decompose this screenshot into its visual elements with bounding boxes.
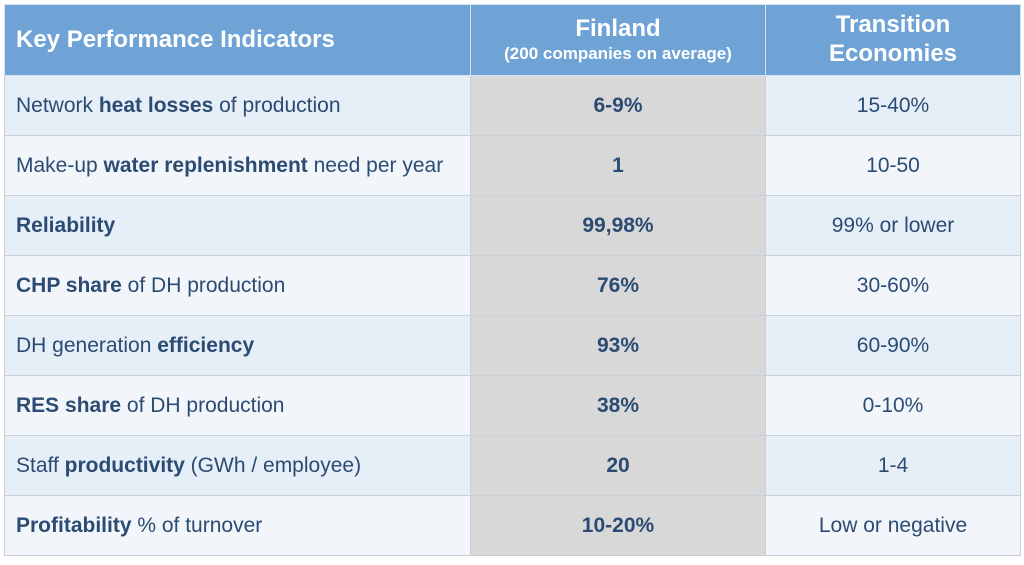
kpi-label-bold: heat losses (98, 93, 214, 117)
table-row: CHP share of DH production 76% 30-60% (4, 255, 1021, 316)
kpi-label-bold: efficiency (157, 333, 255, 357)
table-row: Profitability % of turnover 10-20% Low or … (4, 495, 1021, 556)
kpi-label-cell: Staff productivity (GWh / employee) (4, 435, 471, 496)
kpi-label-pre: Staff (16, 453, 65, 477)
kpi-label-cell: DH generation efficiency (4, 315, 471, 376)
kpi-label-post: (GWh / employee) (184, 453, 362, 477)
kpi-label-post: of production (213, 93, 341, 117)
header-transition: Transition Economies (765, 4, 1021, 76)
header-row: Key Performance Indicators Finland (200 … (4, 4, 1021, 76)
table-row: DH generation efficiency 93% 60-90% (4, 315, 1021, 376)
kpi-label-cell: CHP share of DH production (4, 255, 471, 316)
header-transition-line2: Economies (828, 40, 958, 67)
table-body: Network heat losses of production 6-9% 15-… (4, 75, 1021, 556)
kpi-label-pre: Make-up (16, 153, 104, 177)
finland-value: 6-9% (470, 75, 766, 136)
transition-value: 60-90% (765, 315, 1021, 376)
finland-value: 10-20% (470, 495, 766, 556)
transition-value: 99% or lower (765, 195, 1021, 256)
kpi-label-pre: DH generation (16, 333, 158, 357)
kpi-label-bold: Profitability (16, 513, 132, 537)
finland-value: 93% (470, 315, 766, 376)
transition-value: Low or negative (765, 495, 1021, 556)
table-row: Make-up water replenishment need per yea… (4, 135, 1021, 196)
transition-value: 10-50 (765, 135, 1021, 196)
kpi-label-bold: CHP share (16, 273, 122, 297)
kpi-label-post: % of turnover (131, 513, 263, 537)
table-row: Reliability 99,98% 99% or lower (4, 195, 1021, 256)
finland-value: 76% (470, 255, 766, 316)
table-row: Network heat losses of production 6-9% 15-… (4, 75, 1021, 136)
kpi-label-cell: Profitability % of turnover (4, 495, 471, 556)
kpi-label-cell: Reliability (4, 195, 471, 256)
header-kpi: Key Performance Indicators (4, 4, 471, 76)
kpi-label-bold: Reliability (16, 213, 116, 237)
kpi-label-bold: water replenishment (103, 153, 308, 177)
header-finland-title: Finland (575, 15, 661, 43)
kpi-label-post: of DH production (121, 393, 285, 417)
kpi-label-post: of DH production (121, 273, 286, 297)
kpi-label-cell: Network heat losses of production (4, 75, 471, 136)
kpi-label-pre: Network (16, 93, 99, 117)
kpi-label-post: need per year (307, 153, 444, 177)
header-finland: Finland (200 companies on average) (470, 4, 766, 76)
header-finland-subtitle: (200 companies on average) (504, 44, 732, 64)
finland-value: 1 (470, 135, 766, 196)
kpi-label-cell: Make-up water replenishment need per yea… (4, 135, 471, 196)
transition-value: 30-60% (765, 255, 1021, 316)
transition-value: 1-4 (765, 435, 1021, 496)
kpi-comparison-table: Key Performance Indicators Finland (200 … (4, 4, 1021, 556)
header-transition-line1: Transition (835, 11, 951, 39)
kpi-label-cell: RES share of DH production (4, 375, 471, 436)
table-row: RES share of DH production 38% 0-10% (4, 375, 1021, 436)
kpi-label-bold: productivity (64, 453, 185, 477)
table-row: Staff productivity (GWh / employee) 20 1-4 (4, 435, 1021, 496)
kpi-label-bold: RES share (16, 393, 122, 417)
finland-value: 38% (470, 375, 766, 436)
finland-value: 20 (470, 435, 766, 496)
transition-value: 0-10% (765, 375, 1021, 436)
finland-value: 99,98% (470, 195, 766, 256)
transition-value: 15-40% (765, 75, 1021, 136)
